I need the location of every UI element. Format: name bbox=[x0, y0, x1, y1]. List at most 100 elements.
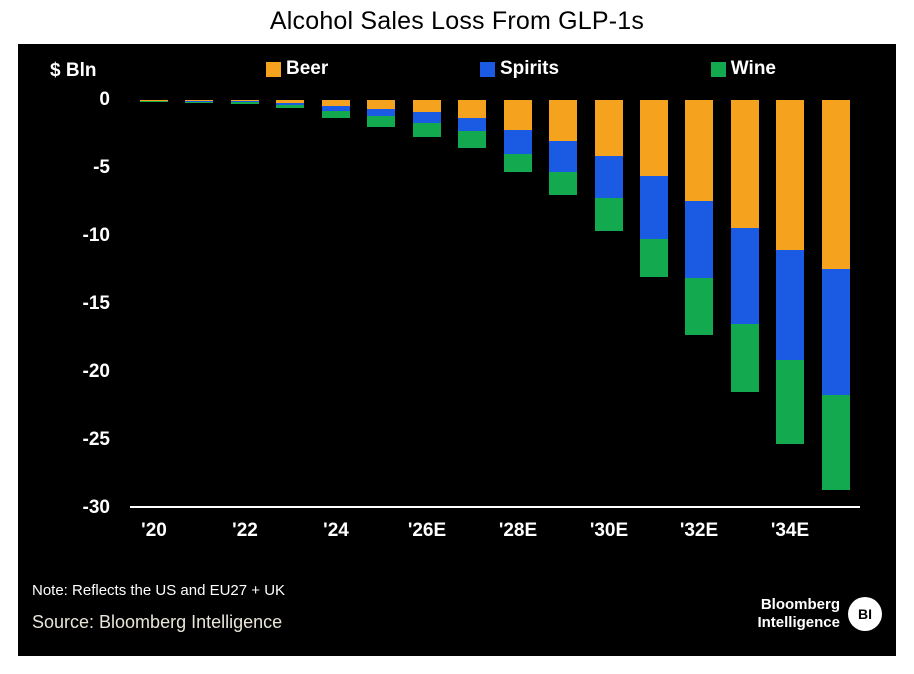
bar-segment-spirits bbox=[821, 268, 850, 396]
bar-segment-spirits bbox=[140, 100, 168, 102]
legend-item-spirits: Spirits bbox=[479, 58, 560, 80]
bar-segment-spirits bbox=[594, 155, 623, 198]
bar-segment-spirits bbox=[367, 108, 396, 117]
y-tick-label: -20 bbox=[82, 361, 110, 382]
bar-24 bbox=[321, 100, 350, 118]
chart-panel: $ Bln Beer Spirits Wine 0 -5 -10 -15 -20 -25 -… bbox=[18, 44, 896, 656]
bar-segment-spirits bbox=[185, 101, 214, 103]
bar-segment-beer bbox=[458, 100, 487, 118]
bar-segment-beer bbox=[639, 100, 668, 177]
bar-segment-spirits bbox=[276, 102, 305, 105]
note-text: Note: Reflects the US and EU27 + UK bbox=[32, 582, 286, 599]
bar-segment-spirits bbox=[412, 112, 441, 124]
bar-segment-beer bbox=[776, 100, 805, 250]
x-tick-label: '30E bbox=[589, 520, 629, 541]
x-tick-label: '20 bbox=[141, 520, 167, 541]
source-text: Source: Bloomberg Intelligence bbox=[32, 612, 283, 632]
bar-29E bbox=[549, 100, 578, 196]
legend: Beer Spirits Wine bbox=[266, 58, 776, 80]
bar-23 bbox=[276, 100, 305, 109]
bar-35E bbox=[821, 100, 850, 491]
bar-20 bbox=[140, 100, 168, 103]
bar-27E bbox=[458, 100, 487, 148]
y-tick-label: 0 bbox=[99, 89, 110, 110]
bar-segment-beer bbox=[367, 100, 396, 109]
x-tick-label: '24 bbox=[323, 520, 349, 541]
bar-31E bbox=[639, 100, 668, 277]
bar-segment-spirits bbox=[503, 129, 532, 155]
bar-segment-wine bbox=[594, 197, 623, 231]
x-tick-label: '32E bbox=[679, 520, 719, 541]
x-tick-label: '26E bbox=[407, 520, 447, 541]
y-tick-label: -10 bbox=[82, 225, 110, 246]
y-tick-label: -5 bbox=[93, 157, 110, 178]
bar-segment-wine bbox=[549, 172, 578, 196]
bar-32E bbox=[685, 100, 714, 336]
bar-segment-beer bbox=[503, 100, 532, 130]
bar-segment-beer bbox=[230, 100, 259, 102]
bar-segment-wine bbox=[276, 104, 305, 109]
bar-segment-wine bbox=[639, 238, 668, 277]
legend-item-wine: Wine bbox=[710, 58, 776, 80]
logo-line2: Intelligence bbox=[757, 614, 840, 631]
bar-segment-beer bbox=[412, 100, 441, 113]
chart-title: Alcohol Sales Loss From GLP-1s bbox=[269, 7, 645, 35]
y-tick-label: -25 bbox=[82, 429, 110, 450]
bar-segment-spirits bbox=[730, 227, 759, 325]
bar-segment-spirits bbox=[458, 117, 487, 132]
bar-segment-wine bbox=[367, 116, 396, 128]
legend-item-beer: Beer bbox=[266, 58, 328, 80]
legend-swatch-spirits-icon bbox=[479, 61, 495, 77]
bloomberg-intelligence-logo: Bloomberg Intelligence BI bbox=[757, 596, 882, 632]
bar-segment-beer bbox=[321, 100, 350, 107]
logo-line1: Bloomberg bbox=[760, 596, 840, 613]
bar-26E bbox=[412, 100, 441, 137]
bar-34E bbox=[776, 100, 805, 445]
bar-segment-beer bbox=[730, 100, 759, 228]
bar-33E bbox=[730, 100, 759, 393]
legend-swatch-wine-icon bbox=[710, 61, 726, 77]
bar-segment-spirits bbox=[685, 200, 714, 279]
logo-text: Bloomberg Intelligence bbox=[757, 596, 840, 632]
bar-segment-beer bbox=[821, 100, 850, 269]
bar-segment-beer bbox=[594, 100, 623, 156]
bar-segment-beer bbox=[276, 100, 305, 103]
bi-badge-icon: BI bbox=[848, 597, 882, 631]
y-axis-title: $ Bln bbox=[50, 60, 97, 81]
bar-segment-wine bbox=[685, 278, 714, 336]
bar-segment-spirits bbox=[549, 140, 578, 173]
bar-segment-beer bbox=[140, 100, 168, 101]
bar-segment-wine bbox=[185, 102, 214, 103]
bar-segment-spirits bbox=[639, 176, 668, 239]
bar-segment-spirits bbox=[321, 106, 350, 111]
legend-swatch-beer-icon bbox=[266, 61, 281, 77]
legend-label-wine: Wine bbox=[730, 58, 776, 79]
bar-21 bbox=[185, 100, 214, 103]
bar-segment-spirits bbox=[776, 249, 805, 360]
bar-30E bbox=[594, 100, 623, 231]
y-tick-label: -30 bbox=[82, 497, 110, 518]
legend-label-spirits: Spirits bbox=[499, 58, 560, 79]
bar-segment-wine bbox=[321, 110, 350, 118]
x-tick-label: '34E bbox=[770, 520, 810, 541]
bar-segment-wine bbox=[412, 123, 441, 137]
legend-label-beer: Beer bbox=[286, 58, 329, 79]
bar-28E bbox=[503, 100, 532, 173]
bar-segment-wine bbox=[730, 324, 759, 393]
plot-area bbox=[130, 100, 860, 508]
bar-segment-beer bbox=[185, 100, 214, 102]
bar-segment-spirits bbox=[230, 101, 259, 103]
bar-25 bbox=[367, 100, 396, 128]
bar-segment-beer bbox=[549, 100, 578, 141]
bar-segment-wine bbox=[503, 154, 532, 173]
plot-wrap: 0 -5 -10 -15 -20 -25 -30 '20 '22 '24 '26E '28E '30E… bbox=[18, 89, 896, 600]
bar-22 bbox=[230, 100, 259, 104]
bar-segment-wine bbox=[458, 131, 487, 148]
bar-segment-wine bbox=[776, 359, 805, 445]
bar-segment-wine bbox=[821, 395, 850, 491]
y-axis: 0 -5 -10 -15 -20 -25 -30 bbox=[18, 89, 110, 518]
x-axis-labels: '20 '22 '24 '26E '28E '30E '32E '34E bbox=[130, 516, 860, 544]
bar-segment-wine bbox=[230, 102, 259, 104]
y-tick-label: -15 bbox=[82, 293, 110, 314]
